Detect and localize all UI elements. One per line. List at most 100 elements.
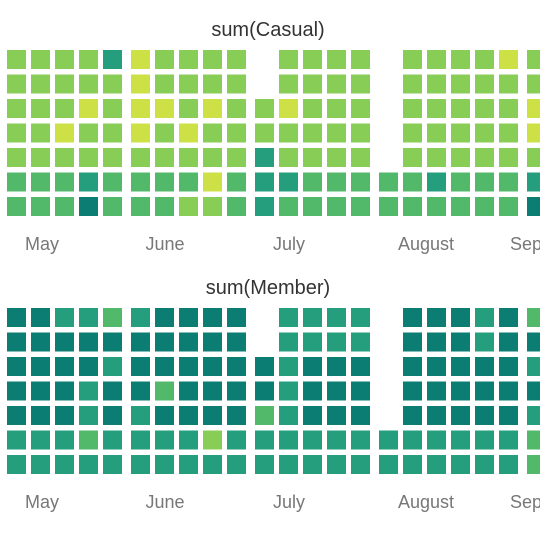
heatmap-cell [103, 99, 122, 118]
heatmap-cell [451, 406, 470, 425]
heatmap-cell [131, 332, 150, 352]
heatmap-cell [527, 357, 540, 376]
heatmap-cell [227, 99, 246, 118]
heatmap-cell [499, 455, 518, 474]
heatmap-cell [451, 172, 470, 192]
heatmap-cell [499, 99, 518, 118]
heatmap-cell [179, 172, 198, 192]
heatmap-cell [527, 430, 540, 450]
heatmap-cell [403, 50, 422, 69]
heatmap-cell [227, 148, 246, 167]
heatmap-cell [403, 332, 422, 352]
heatmap-cell [131, 406, 150, 425]
heatmap-cell [279, 406, 298, 425]
heatmap-cell [427, 74, 446, 94]
heatmap-cell [179, 74, 198, 94]
heatmap-cell [279, 332, 298, 352]
heatmap-cell [7, 123, 26, 143]
heatmap-cell [427, 357, 446, 376]
heatmap-cell [451, 430, 470, 450]
heatmap-cell [527, 455, 540, 474]
heatmap-cell [31, 357, 50, 376]
heatmap-cell [203, 357, 222, 376]
heatmap-cell [475, 148, 494, 167]
heatmap-cell [31, 99, 50, 118]
heatmap-cell [499, 332, 518, 352]
heatmap-cell [403, 148, 422, 167]
heatmap-cell [79, 172, 98, 192]
heatmap-cell [327, 308, 346, 327]
heatmap-cell [155, 74, 174, 94]
heatmap-cell [451, 357, 470, 376]
heatmap-cell [303, 430, 322, 450]
heatmap-cell [527, 148, 540, 167]
heatmap-cell [79, 99, 98, 118]
heatmap-cell [279, 74, 298, 94]
month-label-sep: Sep [510, 492, 540, 512]
heatmap-cell [31, 455, 50, 474]
heatmap-cell [327, 197, 346, 216]
heatmap-cell [103, 148, 122, 167]
heatmap-cell [255, 148, 274, 167]
heatmap-cell [31, 430, 50, 450]
heatmap-cell [427, 172, 446, 192]
heatmap-cell [7, 381, 26, 401]
heatmap-cell [279, 172, 298, 192]
heatmap-cell [7, 455, 26, 474]
heatmap-cell [475, 99, 494, 118]
heatmap-cell [155, 455, 174, 474]
heatmap-cell [55, 406, 74, 425]
heatmap-cell [327, 172, 346, 192]
heatmap-cell [427, 148, 446, 167]
heatmap-cell [303, 308, 322, 327]
heatmap-cell [451, 197, 470, 216]
heatmap-cell [403, 74, 422, 94]
heatmap-cell [79, 148, 98, 167]
heatmap-cell [55, 332, 74, 352]
heatmap-cell [279, 308, 298, 327]
heatmap-cell [255, 123, 274, 143]
month-label-sep: Sep [510, 234, 540, 254]
heatmap-cell [279, 123, 298, 143]
heatmap-cell [103, 357, 122, 376]
heatmap-cell [7, 357, 26, 376]
heatmap-cell [155, 50, 174, 69]
heatmap-cell [303, 172, 322, 192]
heatmap-cell [7, 406, 26, 425]
heatmap-cell [103, 455, 122, 474]
heatmap-cell [527, 50, 540, 69]
heatmap-cell [227, 430, 246, 450]
heatmap-cell [427, 430, 446, 450]
heatmap-cell [327, 455, 346, 474]
heatmap-cell [451, 332, 470, 352]
heatmap-cell [255, 357, 274, 376]
heatmap-cell [303, 455, 322, 474]
heatmap-cell [179, 381, 198, 401]
heatmap-cell [279, 99, 298, 118]
heatmap-cell [79, 123, 98, 143]
heatmap-cell [227, 357, 246, 376]
month-label-july: July [273, 492, 305, 512]
heatmap-cell [55, 381, 74, 401]
heatmap-cell [427, 197, 446, 216]
month-label-june: June [145, 492, 184, 512]
heatmap-cell [451, 99, 470, 118]
heatmap-cell [527, 406, 540, 425]
heatmap-cell [499, 308, 518, 327]
heatmap-cell [131, 308, 150, 327]
heatmap-cell [7, 430, 26, 450]
heatmap-cell [427, 406, 446, 425]
heatmap-cell [103, 50, 122, 69]
heatmap-cell [403, 430, 422, 450]
heatmap-cell [279, 455, 298, 474]
heatmap-cell [203, 148, 222, 167]
heatmap-cell [303, 406, 322, 425]
heatmap-cell [7, 197, 26, 216]
heatmap-cell [499, 172, 518, 192]
heatmap-cell [475, 455, 494, 474]
heatmap-cell [527, 308, 540, 327]
heatmap-cell [351, 50, 370, 69]
heatmap-cell [351, 99, 370, 118]
heatmap-cell [351, 357, 370, 376]
